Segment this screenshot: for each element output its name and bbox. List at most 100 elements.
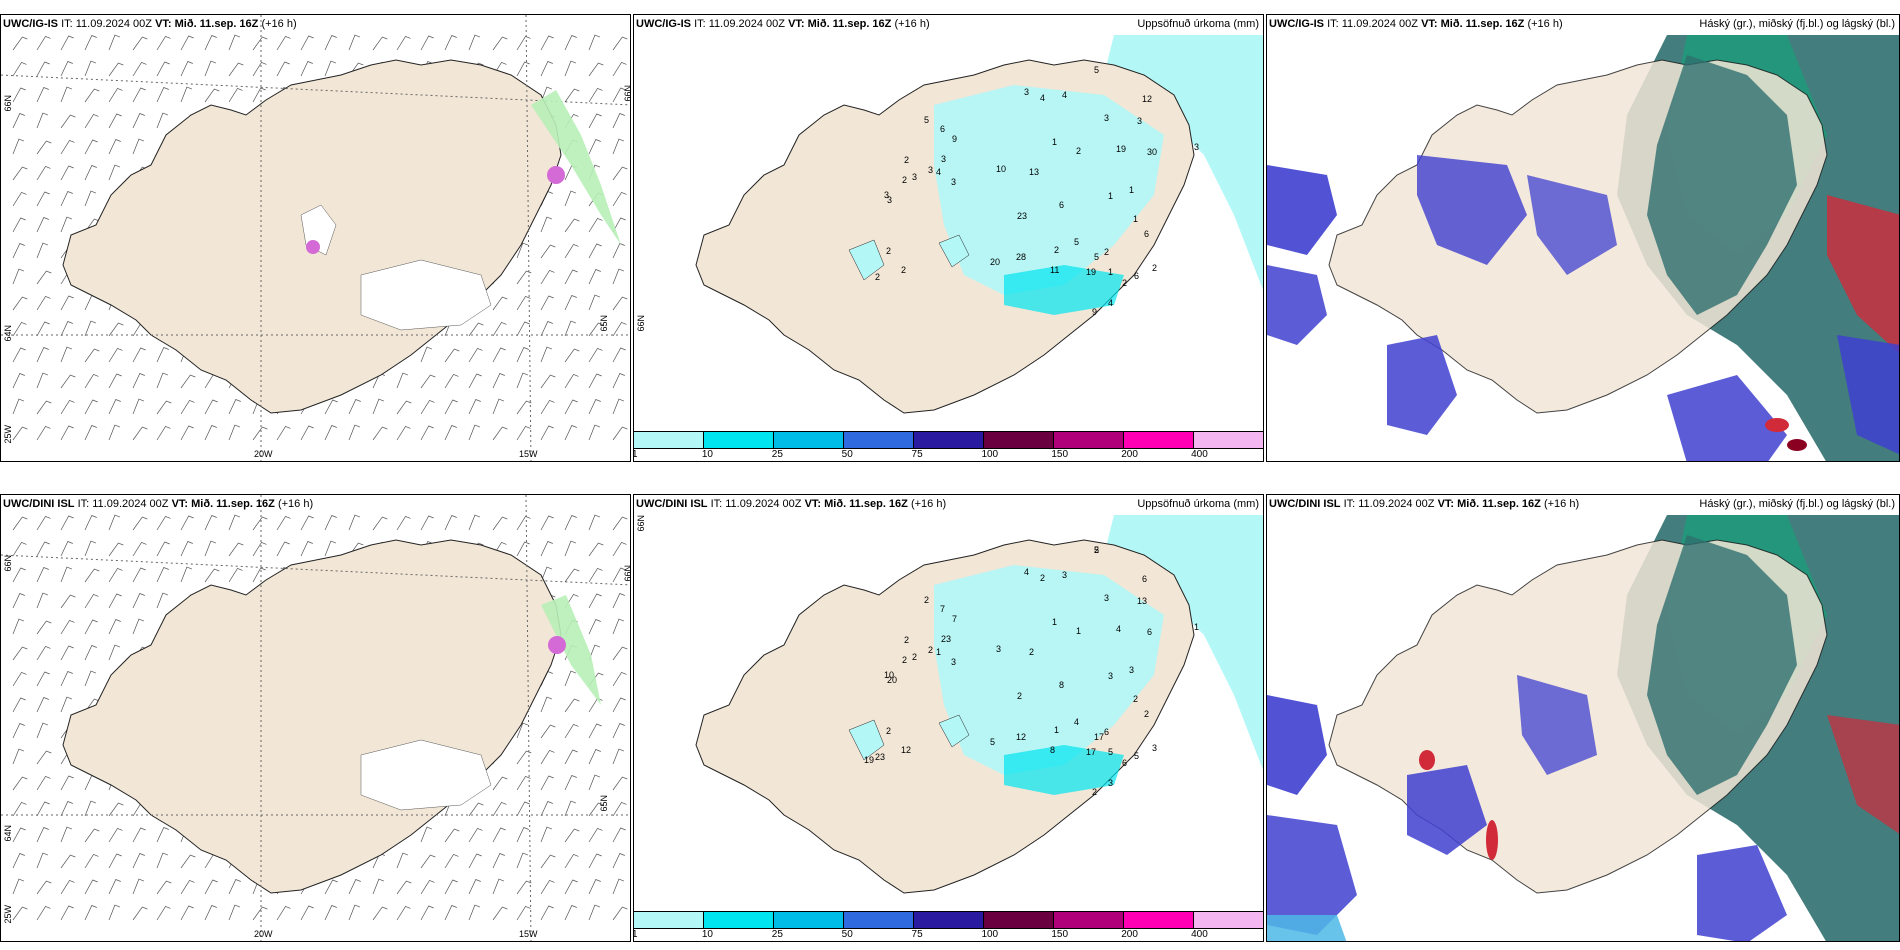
wind-barb [564,295,577,311]
wind-barb [516,852,529,869]
precip-value-label: 4 [1074,717,1079,727]
wind-barb [12,87,26,103]
precip-value-label: 8 [1059,680,1064,690]
wind-barb [36,270,52,285]
wind-barb [204,425,217,441]
precip-colorbar: 1 10 25 50 75 100 150 200 400 [634,911,1263,941]
wind-barb [132,827,146,843]
wind-barb [612,748,625,765]
wind-barb [372,36,388,51]
wind-barb [36,321,50,337]
wind-barb [84,60,97,77]
precip-value-label: 5 [1094,252,1099,262]
wind-barb [588,802,604,817]
wind-barb [108,879,121,895]
wind-barb [12,723,25,739]
wind-barb [564,60,577,77]
wind-barb [228,87,243,103]
wind-barb [60,671,73,687]
iceland-land [62,539,562,894]
wind-barb [84,853,99,869]
wind-barb [612,723,625,739]
precip-value-label: 10 [884,670,894,680]
wind-barb [444,905,457,921]
wind-barb [516,347,529,363]
wind-barb [84,905,97,921]
lat-label: 66N [623,85,631,102]
wind-barb [108,424,121,441]
wind-barb [444,828,460,843]
wind-barb [252,426,268,441]
wind-barb [588,424,601,441]
wind-barb [372,426,388,441]
wind-barb [204,905,217,921]
wind-barb [228,399,241,415]
wind-barb [180,905,194,921]
wind-barb [12,426,28,441]
wind-barb [156,400,172,415]
wind-barb [156,425,171,441]
wind-barb [588,322,604,337]
wind-barb [588,827,603,843]
wind-barb [540,515,554,531]
precip-value-label: 2 [1017,691,1022,701]
wind-barb [12,166,28,181]
precip-value-label: 9 [1092,307,1097,317]
wind-barb [612,347,626,363]
wind-barb [612,541,627,557]
wind-barb [60,114,76,129]
colorbar-swatch [1194,432,1263,448]
wind-barb [108,853,122,869]
precip-value-label: 2 [1094,545,1099,555]
wind-barb [36,112,49,129]
precip-value-label: 12 [1142,94,1152,104]
colorbar-swatch [1124,912,1194,928]
precip-value-label: 3 [1137,116,1142,126]
wind-barb [108,619,121,635]
wind-barb [180,374,196,389]
wind-barb [60,645,74,661]
wind-barb [60,619,75,635]
wind-barb [228,567,243,583]
wind-barb [468,853,482,869]
wind-barb [540,216,553,233]
wind-barb [84,320,97,337]
wind-barb [516,425,531,441]
wind-barb [540,374,556,389]
wind-barb [420,399,435,415]
wind-barb [492,878,505,895]
panel-right-title: Háský (gr.), miðský (fj.bl.) og lágský (… [1699,18,1895,30]
wind-barb [612,217,626,233]
panel-header: UWC/IG-IS IT: 11.09.2024 00Z VT: Mið. 11… [1269,18,1563,30]
wind-barb [324,35,337,51]
wind-barb [252,61,267,77]
precip-value-label: 7 [952,614,957,624]
wind-barb [132,906,148,921]
precip-value-label: 2 [902,655,907,665]
wind-barb [36,880,52,895]
precip-value-label: 8 [1050,745,1055,755]
precip-value-label: 20 [887,675,897,685]
wind-barb [36,722,49,739]
wind-barb [324,905,337,921]
colorbar-swatch [704,912,774,928]
precip-value-label: 2 [1054,245,1059,255]
lat-label: 65N [599,795,609,812]
wind-barb [276,515,291,531]
wind-barb [156,592,169,609]
precip-value-label: 1 [1108,191,1113,201]
precip-value-label: 4 [1108,298,1113,308]
wind-barb [60,191,73,207]
wind-barb [588,593,602,609]
precip-value-label: 7 [940,604,945,614]
precip-value-label: 19 [864,755,874,765]
wind-barb [60,826,73,843]
wind-barb [36,191,50,207]
wind-barb [60,216,73,233]
wind-barb [84,828,100,843]
wind-barb [36,645,51,661]
wind-barb [396,880,412,895]
wind-barb [36,852,49,869]
wind-map [1,15,630,461]
